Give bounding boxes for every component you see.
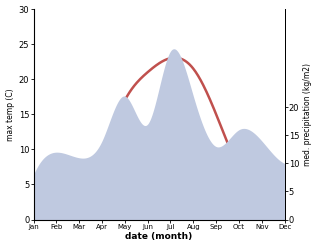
X-axis label: date (month): date (month) [125,232,193,242]
Y-axis label: max temp (C): max temp (C) [5,88,15,141]
Y-axis label: med. precipitation (kg/m2): med. precipitation (kg/m2) [303,63,313,166]
